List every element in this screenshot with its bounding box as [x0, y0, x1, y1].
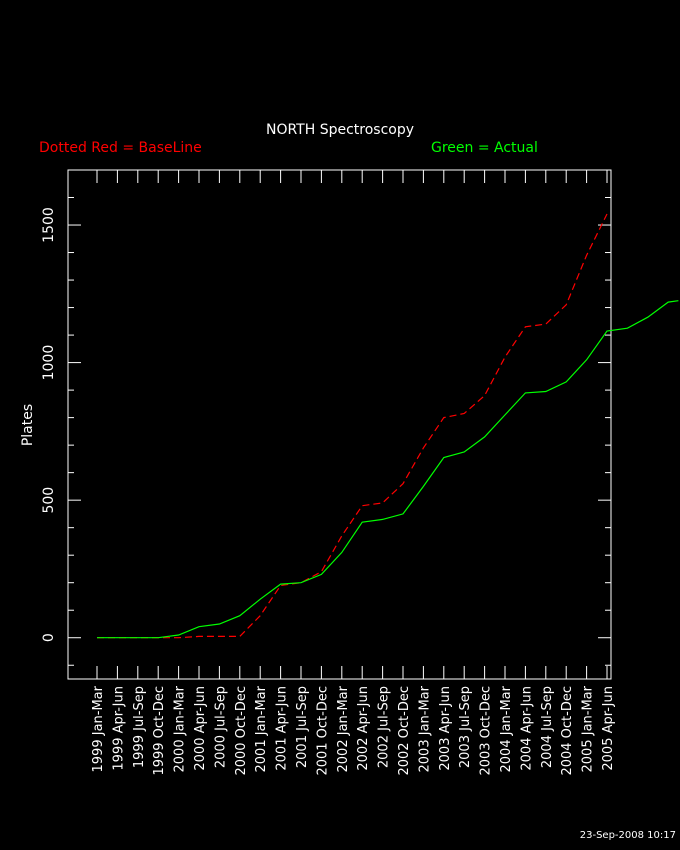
x-tick-label: 2001 Jan-Mar	[254, 685, 269, 772]
y-tick-label: 500	[41, 487, 57, 514]
legend-actual: Green = Actual	[431, 140, 538, 156]
x-tick-label: 1999 Oct-Dec	[152, 686, 167, 776]
legend-baseline: Dotted Red = BaseLine	[39, 140, 202, 156]
x-tick-label: 2000 Apr-Jun	[193, 686, 208, 771]
x-tick-label: 2000 Jan-Mar	[173, 685, 188, 772]
x-tick-label: 2000 Jul-Sep	[213, 686, 228, 768]
x-tick-label: 2003 Oct-Dec	[479, 686, 494, 776]
plot-frame	[67, 169, 612, 680]
x-tick-label: 1999 Apr-Jun	[111, 686, 126, 771]
x-tick-label: 2005 Apr-Jun	[601, 686, 616, 771]
y-tick-label: 1000	[41, 345, 57, 381]
y-tick-label: 0	[41, 633, 57, 642]
x-tick-label: 2004 Oct-Dec	[560, 686, 575, 776]
x-axis: 1999 Jan-Mar 1999 Apr-Jun 1999 Jul-Sep 1999…	[91, 170, 616, 776]
x-tick-label: 2004 Jul-Sep	[540, 686, 555, 768]
x-tick-label: 2001 Oct-Dec	[315, 686, 330, 776]
x-tick-label: 2002 Apr-Jun	[356, 686, 371, 771]
x-tick-label: 2005 Jan-Mar	[581, 685, 596, 772]
x-tick-label: 2000 Oct-Dec	[234, 686, 249, 776]
x-tick-label: 2003 Apr-Jun	[438, 686, 453, 771]
y-axis: 0 500 1000 1500	[41, 197, 611, 666]
x-tick-label: 2001 Jul-Sep	[295, 686, 310, 768]
x-tick-label: 2003 Jul-Sep	[458, 686, 473, 768]
x-tick-label: 1999 Jul-Sep	[132, 686, 147, 768]
x-tick-label: 1999 Jan-Mar	[91, 685, 106, 772]
x-tick-label: 2003 Jan-Mar	[417, 685, 432, 772]
y-axis-label: Plates	[20, 404, 36, 446]
chart-title: NORTH Spectroscopy	[265, 122, 415, 138]
x-tick-label: 2004 Apr-Jun	[519, 686, 534, 771]
series-actual-line	[97, 300, 679, 639]
x-tick-label: 2002 Jan-Mar	[336, 685, 351, 772]
series-baseline-line	[97, 213, 608, 639]
x-tick-label: 2002 Jul-Sep	[377, 686, 392, 768]
timestamp: 23-Sep-2008 10:17	[579, 830, 676, 841]
x-tick-label: 2001 Apr-Jun	[275, 686, 290, 771]
x-tick-label: 2002 Oct-Dec	[397, 686, 412, 776]
plot-border	[67, 169, 612, 680]
y-tick-label: 1500	[41, 207, 57, 243]
x-tick-label: 2004 Jan-Mar	[499, 685, 514, 772]
series-group	[97, 213, 679, 639]
